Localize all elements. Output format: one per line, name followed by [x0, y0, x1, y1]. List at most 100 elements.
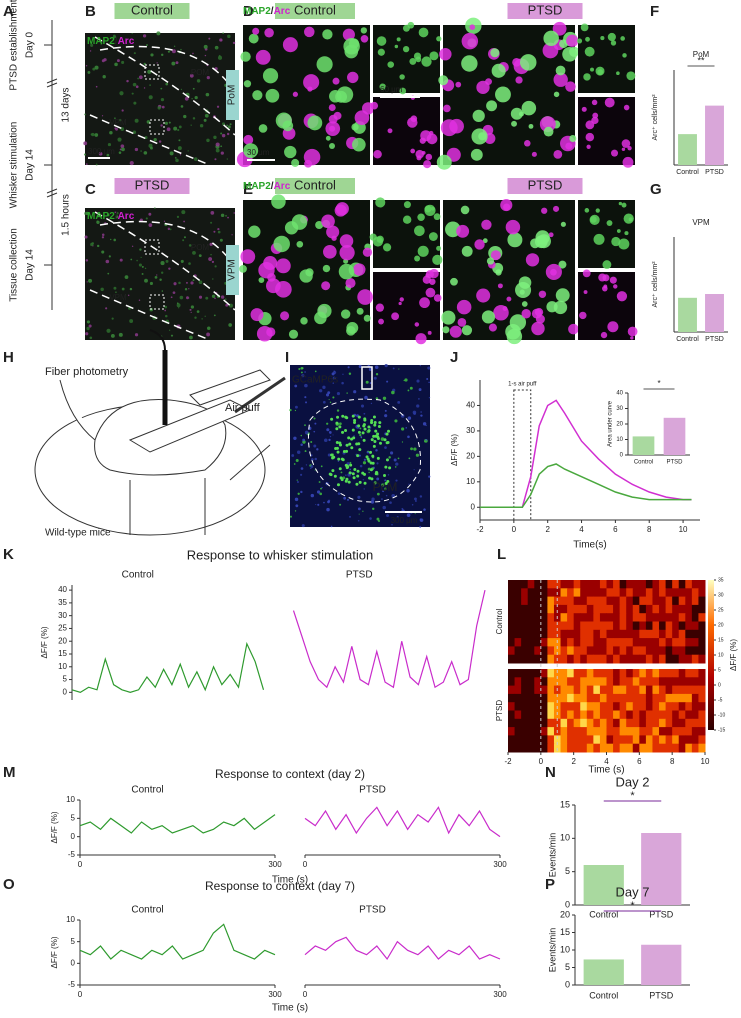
heat-cell	[547, 654, 555, 664]
y-tick-label: 0	[565, 899, 570, 909]
cell	[129, 287, 133, 291]
cell	[362, 479, 364, 481]
cell	[412, 410, 417, 415]
heat-cell	[606, 669, 614, 678]
cell	[107, 272, 110, 275]
heat-cell	[626, 735, 634, 745]
heat-cell	[678, 580, 686, 589]
heat-cell	[580, 604, 588, 614]
cell	[204, 54, 207, 57]
cell	[95, 85, 98, 88]
cell	[102, 41, 105, 43]
heat-cell	[645, 718, 653, 728]
heat-cell	[560, 604, 568, 614]
heat-cell	[547, 677, 555, 687]
cell	[534, 307, 544, 317]
cell	[89, 336, 93, 340]
cell	[166, 127, 171, 132]
heat-cell	[659, 685, 667, 695]
heat-cell	[659, 743, 667, 753]
cell	[130, 258, 133, 261]
heat-cell	[560, 669, 568, 678]
cell	[121, 60, 125, 64]
heat-cell	[672, 727, 680, 736]
heat-cell	[691, 588, 699, 598]
cell	[153, 137, 157, 142]
cell	[352, 137, 366, 152]
heat-cell	[645, 629, 653, 639]
cell	[406, 489, 410, 493]
heat-cell	[553, 718, 562, 728]
legend-label: Control	[122, 570, 154, 581]
cell	[327, 391, 331, 395]
cell	[83, 153, 87, 156]
cell	[94, 65, 99, 70]
cell	[310, 441, 313, 444]
heat-cell	[573, 743, 581, 753]
heat-cell	[685, 743, 693, 753]
panel-label: C	[85, 181, 96, 198]
cell	[386, 480, 390, 484]
heat-cell	[514, 629, 522, 639]
cell	[201, 318, 203, 320]
panel-label: L	[497, 546, 506, 563]
cell	[231, 234, 233, 236]
cell	[248, 33, 259, 44]
heat-cell	[659, 638, 667, 647]
cell	[252, 27, 260, 35]
cell	[292, 91, 299, 97]
label: VPM	[109, 293, 127, 302]
cell	[169, 151, 174, 156]
cell	[176, 303, 181, 308]
cell	[134, 118, 139, 123]
heat-cell	[626, 638, 634, 647]
cell	[300, 473, 303, 476]
x-tick-label: Control	[676, 336, 699, 343]
heat-cell	[665, 588, 673, 598]
colorbar-tick-label: -5	[718, 697, 723, 703]
cell	[119, 118, 122, 122]
cell	[115, 291, 117, 293]
mouse	[59, 379, 227, 476]
cell	[227, 125, 231, 129]
heat-cell	[521, 604, 529, 614]
heat-cell	[534, 646, 542, 656]
cell	[376, 517, 380, 521]
y-tick-label: 30	[58, 611, 67, 620]
cell	[456, 224, 470, 238]
cell	[167, 50, 170, 53]
heat-cell	[567, 727, 575, 736]
cell	[224, 298, 227, 301]
cell	[378, 520, 381, 522]
heat-cell	[540, 710, 548, 720]
cell	[165, 259, 169, 263]
cell	[376, 437, 380, 441]
cell	[576, 38, 583, 44]
heat-cell	[547, 629, 555, 639]
cell	[120, 144, 125, 149]
cell	[329, 142, 336, 149]
cell	[362, 510, 364, 512]
heat-cell	[672, 735, 680, 745]
cell	[342, 449, 346, 453]
heat-cell	[514, 646, 522, 656]
heat-cell	[514, 588, 522, 598]
heat-cell	[691, 693, 699, 703]
cell	[111, 317, 114, 320]
cell	[271, 194, 286, 209]
heat-cell	[659, 727, 667, 736]
heat-cell	[659, 669, 667, 678]
cell	[248, 225, 261, 238]
heat-cell	[567, 735, 575, 745]
cell	[345, 449, 349, 453]
cell	[381, 498, 383, 500]
cell	[129, 319, 134, 323]
group-box	[507, 178, 583, 194]
heat-cell	[580, 638, 588, 647]
heat-cell	[573, 702, 581, 711]
cell	[421, 56, 432, 67]
heat-cell	[573, 677, 581, 687]
heat-cell	[619, 693, 627, 703]
x-tick-label: -2	[476, 525, 484, 534]
cell	[432, 254, 443, 265]
